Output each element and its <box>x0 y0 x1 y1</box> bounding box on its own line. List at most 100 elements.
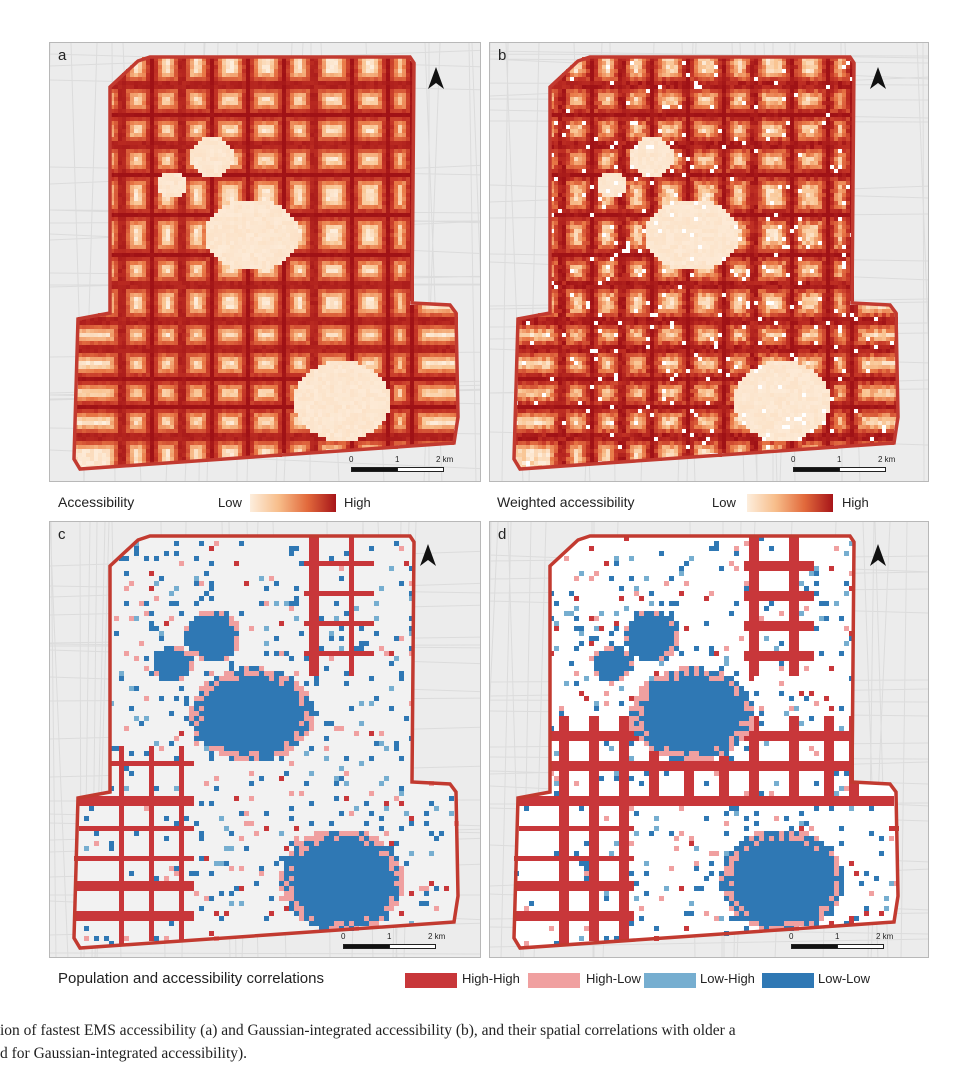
raster-cell <box>318 169 322 173</box>
raster-cell <box>366 269 370 273</box>
raster-cell <box>170 61 174 65</box>
raster-cell <box>182 265 186 269</box>
raster-cell <box>302 185 306 189</box>
raster-cell <box>126 241 130 245</box>
raster-cell <box>194 281 198 285</box>
raster-cell <box>142 177 146 181</box>
raster-cell <box>330 265 334 269</box>
raster-cell <box>402 221 406 225</box>
raster-cell <box>174 89 178 93</box>
raster-cell <box>170 245 174 249</box>
raster-cell <box>130 277 134 281</box>
raster-cell <box>190 129 194 133</box>
raster-cell <box>110 121 114 125</box>
raster-cell <box>290 65 294 69</box>
raster-cell <box>326 233 330 237</box>
raster-cell <box>370 89 374 93</box>
raster-cell <box>154 253 158 257</box>
raster-cell <box>194 165 198 169</box>
raster-cell <box>402 189 406 193</box>
raster-cell <box>174 273 178 277</box>
raster-cell <box>346 249 350 253</box>
raster-cell <box>202 117 206 121</box>
raster-cell <box>330 289 334 293</box>
raster-cell <box>358 77 362 81</box>
raster-cell <box>238 145 242 149</box>
raster-cell <box>134 185 138 189</box>
raster-cell <box>118 269 122 273</box>
raster-cell <box>378 269 382 273</box>
raster-cell <box>286 273 290 277</box>
raster-cell <box>370 229 374 233</box>
raster-cell <box>378 61 382 65</box>
raster-cell <box>118 293 122 297</box>
raster-cell <box>234 73 238 77</box>
raster-cell <box>150 217 154 221</box>
raster-cell <box>162 269 166 273</box>
raster-cell <box>266 305 270 309</box>
raster-cell <box>186 289 190 293</box>
raster-cell <box>190 273 194 277</box>
raster-cell <box>194 245 198 249</box>
raster-cell <box>234 313 238 317</box>
raster-cell <box>302 193 306 197</box>
raster-cell <box>334 61 338 65</box>
raster-cell <box>294 185 298 189</box>
raster-cell <box>150 317 154 321</box>
raster-cell <box>190 189 194 193</box>
raster-cell <box>350 77 354 81</box>
raster-cell <box>390 285 394 289</box>
raster-cell <box>398 257 402 261</box>
raster-cell <box>254 317 258 321</box>
raster-cell <box>218 193 222 197</box>
raster-cell <box>238 65 242 69</box>
raster-cell <box>338 117 342 121</box>
raster-cell <box>258 233 262 237</box>
raster-cell <box>406 125 410 129</box>
raster-cell <box>198 77 202 81</box>
raster-cell <box>162 109 166 113</box>
raster-cell <box>198 301 202 305</box>
raster-cell <box>246 149 250 153</box>
raster-cell <box>274 133 278 137</box>
raster-cell <box>250 141 254 145</box>
raster-cell <box>202 273 206 277</box>
raster-cell <box>286 225 290 229</box>
raster-cell <box>222 161 226 165</box>
raster-cell <box>394 65 398 69</box>
raster-cell <box>358 273 362 277</box>
raster-cell <box>194 185 198 189</box>
raster-cell <box>146 201 150 205</box>
raster-cell <box>262 149 266 153</box>
raster-cell <box>274 281 278 285</box>
raster-cell <box>326 133 330 137</box>
raster-cell <box>406 97 410 101</box>
raster-cell <box>286 141 290 145</box>
raster-cell <box>334 285 338 289</box>
raster-cell <box>210 109 214 113</box>
raster-cell <box>218 297 222 301</box>
raster-cell <box>358 221 362 225</box>
raster-cell <box>134 213 138 217</box>
raster-cell <box>218 209 222 213</box>
raster-cell <box>350 293 354 297</box>
raster-cell <box>318 113 322 117</box>
raster-cell <box>158 85 162 89</box>
raster-cell <box>290 213 294 217</box>
raster-cell <box>406 285 410 289</box>
raster-cell <box>130 229 134 233</box>
raster-cell <box>354 277 358 281</box>
raster-cell <box>158 169 162 173</box>
raster-cell <box>234 269 238 273</box>
raster-cell <box>166 305 170 309</box>
raster-cell <box>394 117 398 121</box>
raster-cell <box>398 93 402 97</box>
raster-cell <box>230 157 234 161</box>
raster-cell <box>390 109 394 113</box>
raster-cell <box>170 261 174 265</box>
raster-cell <box>210 261 214 265</box>
raster-cell <box>250 165 254 169</box>
raster-cell <box>382 233 386 237</box>
raster-cell <box>218 217 222 221</box>
raster-cell <box>402 277 406 281</box>
